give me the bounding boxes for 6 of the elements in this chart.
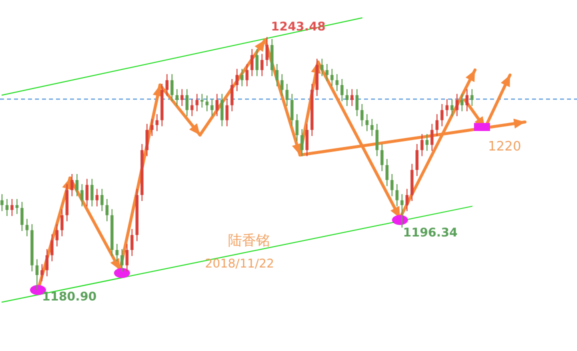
annotation: 陆香铭 (228, 232, 270, 249)
text: 1243.48 (271, 19, 326, 34)
annotation: 1180.90 (42, 289, 97, 304)
annotation: 2018/11/22 (205, 256, 274, 270)
annotation: 1196.34 (403, 225, 458, 240)
text: 1220 (488, 140, 522, 155)
